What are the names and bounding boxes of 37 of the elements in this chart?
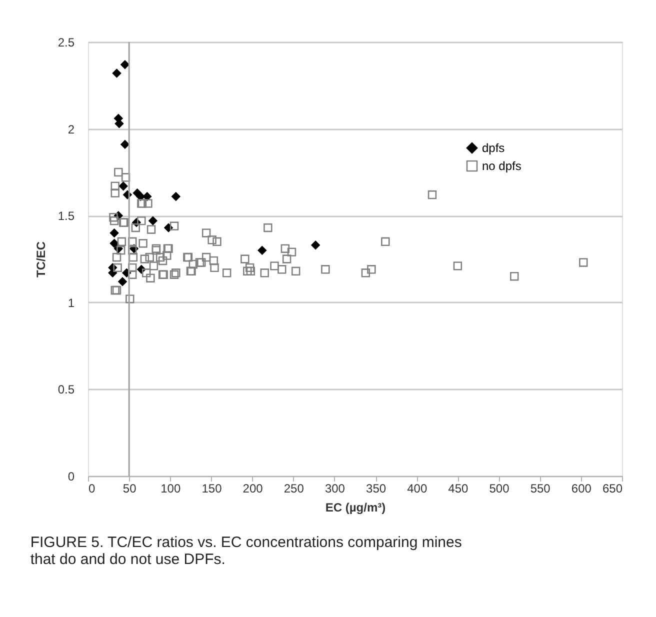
- x-tick-label: 600: [571, 482, 592, 496]
- x-tick-label: 550: [530, 482, 551, 496]
- y-tick-label: 1.5: [58, 209, 75, 224]
- point: [148, 216, 158, 226]
- x-tick-label: 150: [202, 482, 222, 496]
- point: [258, 246, 267, 255]
- y-axis-title: TC/EC: [34, 241, 48, 278]
- x-tick-label: 50: [122, 482, 137, 496]
- x-axis-title: EC (µg/m³): [325, 500, 386, 514]
- point: [311, 240, 320, 250]
- point: [120, 140, 130, 149]
- y-tick-label: 0: [68, 470, 75, 484]
- x-tick-label: 300: [324, 482, 346, 496]
- x-tick-label: 400: [407, 482, 428, 496]
- point: [136, 192, 145, 201]
- y-tick-label: 2.5: [58, 36, 75, 50]
- point: [118, 277, 127, 286]
- legend-label: dpfs: [482, 141, 505, 155]
- x-tick-label: 650: [602, 482, 623, 496]
- x-tick-label: 250: [284, 482, 304, 496]
- x-tick-label: 200: [242, 482, 264, 496]
- x-tick-label: 500: [489, 482, 510, 496]
- x-tick-label: 450: [448, 482, 469, 496]
- y-tick-label: 2: [68, 122, 75, 136]
- caption: FIGURE 5. TC/EC ratios vs. EC concentrations comparing mines that do and do not use DPFs.: [30, 534, 462, 568]
- point: [110, 228, 119, 238]
- y-tick-label: 1: [68, 296, 75, 310]
- y-tick-label: 0.5: [58, 382, 75, 397]
- point: [120, 60, 130, 69]
- point: [112, 68, 122, 78]
- x-tick-label: 0: [88, 482, 96, 496]
- point: [172, 192, 180, 201]
- point: [118, 182, 128, 190]
- x-tick-label: 350: [366, 482, 386, 496]
- point: [110, 239, 119, 248]
- x-tick-label: 100: [160, 482, 181, 496]
- legend-label: no dpfs: [482, 159, 522, 173]
